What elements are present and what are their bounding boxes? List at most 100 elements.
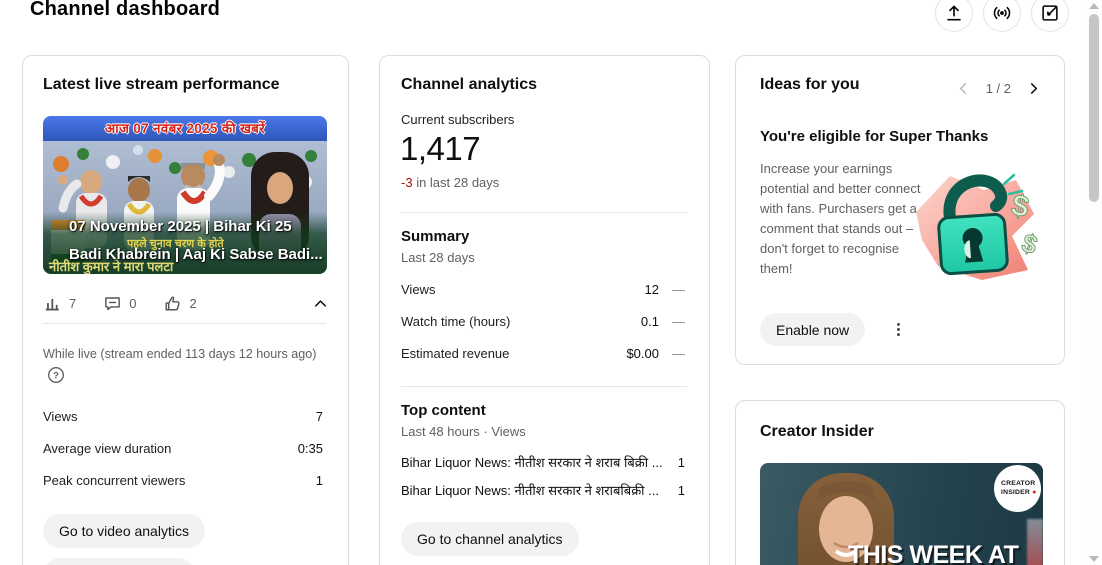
trend-neutral-icon: — [672, 313, 685, 329]
divider [401, 386, 687, 387]
current-subscribers-value: 1,417 [400, 130, 481, 167]
previous-idea-button[interactable] [953, 78, 974, 99]
page-scrollbar[interactable] [1086, 0, 1102, 565]
help-icon-button[interactable]: ? [47, 366, 65, 384]
top-content-period: Last 48 hours · Views [401, 424, 526, 439]
live-stream-thumbnail[interactable]: आज 07 नवंबर 2025 की खबरें पहले चुनाव चरण… [43, 116, 327, 274]
summary-label: Views [401, 281, 436, 297]
top-content-row: Bihar Liquor News: नीतीश सरकार ने शराब ब… [401, 453, 685, 471]
badge-line1: CREATOR [1001, 480, 1036, 487]
ideas-pagination: 1 / 2 [953, 78, 1044, 99]
ideas-card-title: Ideas for you [760, 76, 860, 93]
while-live-note: While live (stream ended 113 days 12 hou… [43, 347, 317, 361]
scrollbar-thumb[interactable] [1089, 14, 1099, 202]
thumbnail-gradient-overlay [43, 212, 327, 274]
subscriber-delta: -3 in last 28 days [401, 175, 499, 190]
page-title: Channel dashboard [30, 0, 221, 20]
chevron-up-icon [311, 294, 330, 313]
super-thanks-description: Increase your earnings potential and bet… [760, 161, 921, 276]
comment-icon [103, 294, 122, 313]
analytics-card-title: Channel analytics [401, 76, 538, 93]
thumbs-up-icon [163, 294, 182, 313]
divider [43, 323, 326, 324]
pagination-count: 1 / 2 [985, 81, 1011, 96]
delta-value: -3 [401, 175, 413, 190]
summary-value: 0.1 [640, 313, 659, 329]
chevron-right-icon [1025, 80, 1042, 97]
live-metric-row: Views 7 [43, 409, 323, 424]
summary-row: Watch time (hours) 0.1 — [401, 311, 685, 331]
likes-stat: 2 [163, 294, 197, 313]
chevron-left-icon [955, 80, 972, 97]
upload-video-button[interactable] [935, 0, 973, 32]
thumbnail-title-line1: 07 November 2025 | Bihar Ki 25 [69, 218, 292, 235]
go-to-channel-analytics-button[interactable]: Go to channel analytics [401, 522, 579, 556]
top-content-row: Bihar Liquor News: नीतीश सरकार ने शराबबि… [401, 481, 685, 499]
creator-insider-badge: CREATOR INSIDER ● [994, 465, 1041, 512]
background-flag-graphic [1027, 519, 1043, 565]
latest-live-stream-card: Latest live stream performance [22, 55, 349, 565]
trend-neutral-icon: — [672, 345, 685, 361]
comments-count: 0 [129, 295, 137, 311]
insider-card-title: Creator Insider [760, 423, 874, 440]
super-thanks-lock-illustration: $ $ [910, 160, 1042, 286]
upload-icon [943, 2, 965, 24]
summary-value: 12 [644, 281, 659, 297]
video-views: 1 [677, 482, 685, 498]
edit-button[interactable] [1031, 0, 1069, 32]
divider [401, 212, 687, 213]
summary-value: $0.00 [626, 345, 659, 361]
live-stats-row: 7 0 2 [43, 293, 330, 313]
current-subscribers-label: Current subscribers [401, 112, 515, 127]
summary-row: Views 12 — [401, 279, 685, 299]
collapse-panel-button[interactable] [311, 294, 330, 313]
live-metric-row: Peak concurrent viewers 1 [43, 473, 323, 488]
top-content-title: Top content [401, 402, 486, 419]
likes-count: 2 [189, 295, 197, 311]
video-title-link[interactable]: Bihar Liquor News: नीतीश सरकार ने शराब ब… [401, 455, 663, 470]
thumbnail-banner-text: आज 07 नवंबर 2025 की खबरें [43, 116, 327, 141]
live-metric-row: Average view duration 0:35 [43, 441, 323, 456]
metric-value: 7 [315, 409, 323, 424]
summary-title: Summary [401, 228, 470, 245]
analytics-bars-icon [43, 294, 62, 313]
badge-line2: INSIDER ● [1001, 488, 1037, 496]
partially-visible-button[interactable] [43, 558, 195, 565]
video-views: 1 [677, 454, 685, 470]
go-to-video-analytics-button[interactable]: Go to video analytics [43, 514, 205, 548]
video-title-link[interactable]: Bihar Liquor News: नीतीश सरकार ने शराबबि… [401, 483, 659, 498]
scrollbar-up-arrow[interactable] [1089, 3, 1099, 9]
summary-period: Last 28 days [401, 250, 475, 265]
next-idea-button[interactable] [1023, 78, 1044, 99]
go-live-button[interactable] [983, 0, 1021, 32]
badge-red-dot: ● [1029, 488, 1037, 496]
scrollbar-down-arrow[interactable] [1089, 556, 1099, 562]
ideas-actions: Enable now [760, 313, 909, 346]
summary-row: Estimated revenue $0.00 — [401, 343, 685, 363]
summary-label: Watch time (hours) [401, 313, 511, 329]
edit-compose-icon [1039, 2, 1061, 24]
super-thanks-headline: You're eligible for Super Thanks [760, 128, 989, 145]
metric-label: Peak concurrent viewers [43, 473, 186, 488]
enable-super-thanks-button[interactable]: Enable now [760, 313, 866, 346]
creator-insider-card: Creator Insider THIS WEEK AT CREATOR [735, 400, 1065, 565]
delta-period: in last 28 days [416, 175, 500, 190]
creator-insider-thumbnail[interactable]: THIS WEEK AT CREATOR INSIDER ● [760, 463, 1043, 565]
header-actions [935, 0, 1069, 32]
more-options-button[interactable] [888, 319, 909, 340]
help-icon: ? [47, 366, 65, 384]
svg-text:$: $ [1018, 227, 1042, 260]
thumbnail-hindi-line1: पहले चुनाव चरण के होते [127, 238, 224, 250]
live-card-title: Latest live stream performance [43, 76, 280, 93]
thumbnail-hindi-line2: नीतीश कुमार ने मारा पलटा [49, 259, 174, 274]
presenter-graphic [798, 473, 894, 565]
views-count: 7 [69, 295, 77, 311]
views-stat: 7 [43, 294, 76, 313]
go-live-icon [991, 2, 1013, 24]
thumbnail-title-line2: Badi Khabrein | Aaj Ki Sabse Badi... [69, 246, 323, 263]
comments-stat: 0 [103, 294, 136, 313]
channel-analytics-card: Channel analytics Current subscribers 1,… [379, 55, 710, 565]
metric-value: 1 [315, 473, 323, 488]
metric-value: 0:35 [297, 441, 323, 456]
